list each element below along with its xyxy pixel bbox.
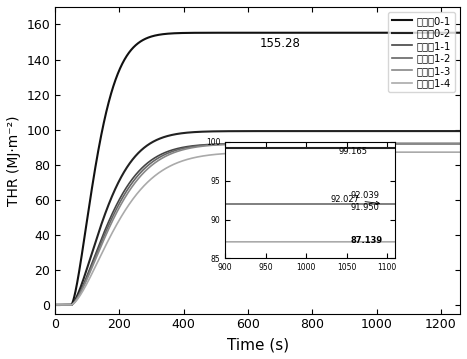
- Legend: 对比例0-1, 对比例0-2, 实施例1-1, 实施例1-2, 实施例1-3, 实施例1-4: 对比例0-1, 对比例0-2, 实施例1-1, 实施例1-2, 实施例1-3, …: [388, 12, 455, 93]
- Line: 实施例1-2: 实施例1-2: [55, 144, 460, 305]
- 对比例0-1: [409, 31, 414, 35]
- 对比例0-1: [249, 31, 255, 35]
- 实施例1-1: [446, 141, 451, 146]
- 实施例1-2: [52, 303, 58, 307]
- 实施例1-3: [73, 298, 79, 303]
- 实施例1-4: [446, 150, 451, 154]
- 实施例1-3: [249, 142, 255, 146]
- 对比例0-1: [446, 31, 451, 35]
- 实施例1-4: [239, 151, 244, 155]
- 实施例1-4: [52, 303, 58, 307]
- 实施例1-1: [249, 141, 255, 146]
- 实施例1-2: [73, 298, 79, 302]
- 实施例1-1: [457, 141, 463, 146]
- X-axis label: Time (s): Time (s): [226, 337, 289, 352]
- 对比例0-2: [249, 129, 255, 133]
- 实施例1-1: [73, 298, 79, 302]
- 实施例1-4: [73, 299, 79, 303]
- 对比例0-1: [371, 31, 377, 35]
- 实施例1-3: [52, 303, 58, 307]
- Text: 155.28: 155.28: [259, 37, 300, 50]
- 实施例1-4: [446, 150, 451, 154]
- 对比例0-2: [52, 303, 58, 307]
- 实施例1-3: [457, 141, 463, 146]
- 实施例1-1: [52, 303, 58, 307]
- Line: 实施例1-4: 实施例1-4: [55, 152, 460, 305]
- 实施例1-3: [371, 141, 377, 146]
- 对比例0-2: [457, 129, 463, 133]
- 实施例1-1: [371, 141, 377, 146]
- 实施例1-4: [457, 150, 463, 154]
- 对比例0-2: [239, 129, 244, 133]
- Y-axis label: THR (MJ·m⁻²): THR (MJ·m⁻²): [7, 115, 21, 206]
- 实施例1-2: [371, 141, 377, 146]
- Line: 实施例1-1: 实施例1-1: [55, 144, 460, 305]
- 实施例1-2: [446, 141, 451, 146]
- 实施例1-4: [249, 150, 255, 155]
- 对比例0-1: [239, 31, 244, 35]
- 对比例0-2: [446, 129, 451, 133]
- Line: 对比例0-2: 对比例0-2: [55, 131, 460, 305]
- 对比例0-1: [73, 287, 79, 292]
- Line: 实施例1-3: 实施例1-3: [55, 144, 460, 305]
- Line: 对比例0-1: 对比例0-1: [55, 33, 460, 305]
- 实施例1-1: [239, 141, 244, 146]
- 对比例0-1: [446, 31, 451, 35]
- 对比例0-2: [371, 129, 377, 133]
- 对比例0-1: [457, 31, 463, 35]
- 实施例1-4: [371, 150, 377, 154]
- 实施例1-1: [446, 141, 451, 146]
- 实施例1-3: [446, 141, 451, 146]
- 实施例1-3: [239, 142, 244, 146]
- 对比例0-2: [73, 297, 79, 301]
- 对比例0-2: [446, 129, 451, 133]
- 实施例1-2: [239, 142, 244, 146]
- 实施例1-2: [446, 141, 451, 146]
- 实施例1-2: [249, 141, 255, 146]
- 实施例1-2: [457, 141, 463, 146]
- 对比例0-1: [52, 303, 58, 307]
- 实施例1-3: [446, 141, 451, 146]
